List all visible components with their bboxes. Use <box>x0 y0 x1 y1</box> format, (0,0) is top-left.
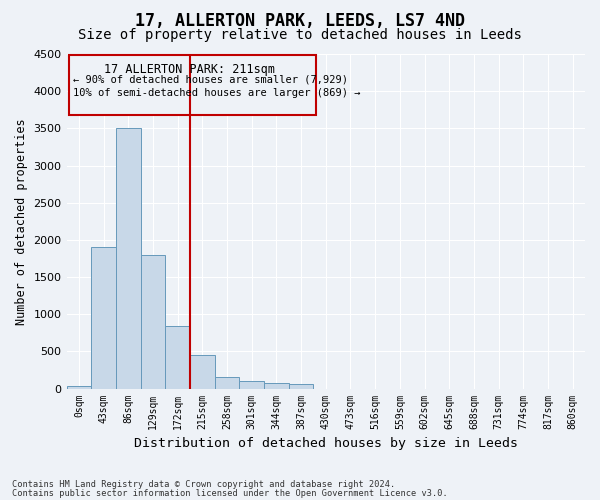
Text: Contains public sector information licensed under the Open Government Licence v3: Contains public sector information licen… <box>12 488 448 498</box>
Text: 17, ALLERTON PARK, LEEDS, LS7 4ND: 17, ALLERTON PARK, LEEDS, LS7 4ND <box>135 12 465 30</box>
Text: Size of property relative to detached houses in Leeds: Size of property relative to detached ho… <box>78 28 522 42</box>
Bar <box>116 128 140 388</box>
FancyBboxPatch shape <box>69 56 316 115</box>
Text: Contains HM Land Registry data © Crown copyright and database right 2024.: Contains HM Land Registry data © Crown c… <box>12 480 395 489</box>
Bar <box>215 376 239 388</box>
Bar <box>91 248 116 388</box>
Bar <box>67 386 91 388</box>
Bar <box>165 326 190 388</box>
Bar <box>140 254 165 388</box>
Bar <box>264 384 289 388</box>
Bar <box>289 384 313 388</box>
Bar <box>239 381 264 388</box>
Text: 10% of semi-detached houses are larger (869) →: 10% of semi-detached houses are larger (… <box>73 88 360 98</box>
Text: ← 90% of detached houses are smaller (7,929): ← 90% of detached houses are smaller (7,… <box>73 74 348 84</box>
Bar <box>190 355 215 388</box>
X-axis label: Distribution of detached houses by size in Leeds: Distribution of detached houses by size … <box>134 437 518 450</box>
Y-axis label: Number of detached properties: Number of detached properties <box>15 118 28 324</box>
Text: 17 ALLERTON PARK: 211sqm: 17 ALLERTON PARK: 211sqm <box>104 63 275 76</box>
